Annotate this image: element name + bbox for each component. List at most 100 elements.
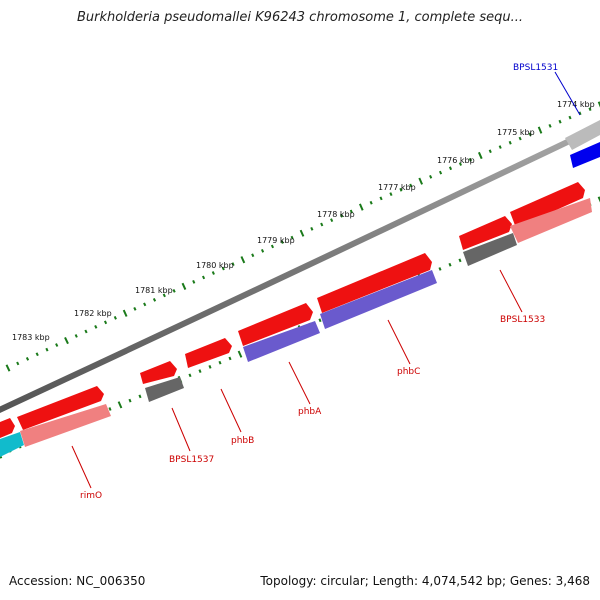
gene-bpsl1532-feature[interactable] [459,216,512,250]
tick-mark [108,407,112,411]
tick-mark [588,107,592,111]
tick-mark [198,369,202,373]
tick-mark [290,235,294,240]
tick-mark [429,174,433,179]
tick-mark [139,408,140,411]
tick-mark [399,187,403,192]
tick-mark [369,200,373,205]
tick-mark [69,438,70,441]
tick-mark [231,262,235,267]
gene-phbc-reverse-feature[interactable] [320,270,437,329]
tick-mark [528,132,532,137]
tick-mark [122,309,128,317]
gene-bpsl1531-reverse-feature[interactable] [570,142,600,168]
reverse-strand-genes [0,142,600,457]
tick-mark [59,441,62,447]
kbp-label: 1781 kbp [135,286,173,295]
tick-mark [169,395,170,398]
gene-phbc-feature[interactable] [317,253,432,313]
tick-mark [537,126,543,134]
tick-mark [358,203,364,211]
tick-mark [330,218,334,223]
tick-mark [138,394,142,399]
gene-phbb-feature[interactable] [185,338,232,368]
tick-mark [19,460,20,463]
tick-mark [597,101,600,108]
tick-mark [498,145,502,149]
tick-mark [320,222,324,227]
gene-bpsl1531-feature[interactable] [565,120,600,150]
gene-bpsl1537-feature[interactable] [140,361,177,384]
tick-mark [152,297,157,302]
genome-summary-text: Topology: circular; Length: 4,074,542 bp… [260,574,590,588]
gene-rimo-feature[interactable] [17,386,104,430]
map-title: Burkholderia pseudomallei K96243 chromos… [76,10,524,25]
tick-mark [240,256,246,264]
tick-mark [64,336,69,345]
tick-mark [379,196,383,201]
gene-bpsl1537-reverse-feature[interactable] [145,377,184,402]
gene-label-phba[interactable]: phbA [298,407,322,417]
tick-mark [103,320,108,325]
leader-phba [288,361,311,405]
gene-label-phbc[interactable]: phbC [397,367,420,377]
kbp-label: 1779 kbp [257,236,295,245]
kbp-label: 1778 kbp [317,210,355,219]
gene-label-bpsl1533[interactable]: BPSL1533 [500,315,545,325]
gene-upstream-reverse-feature[interactable] [0,432,24,457]
tick-mark [113,315,117,320]
gene-label-rimo[interactable]: rimO [80,491,102,501]
gene-phba-feature[interactable] [238,303,313,346]
leader-bpsl1533 [499,269,523,313]
tick-mark [133,306,137,311]
tick-mark [319,329,320,332]
gene-rimo-reverse-feature[interactable] [20,404,111,447]
tick-mark [568,115,572,120]
tick-mark [143,302,147,307]
gene-label-group: BPSL1531 BPSL1533 phbC phbA phbB BPSL153… [80,63,558,501]
tick-mark [9,464,10,467]
tick-mark [270,244,275,249]
tick-mark [448,166,453,171]
tick-mark [280,240,284,244]
kbp-label: 1782 kbp [74,309,112,318]
gene-bpsl1532-reverse-feature[interactable] [463,233,517,266]
tick-mark [39,451,40,454]
tick-mark [35,352,39,357]
tick-mark [578,111,582,116]
tick-mark [438,170,443,175]
leader-bpsl1537 [171,407,191,452]
gene-bpsl1533-feature[interactable] [510,182,585,228]
tick-mark [189,386,190,389]
tick-mark [55,343,59,347]
tick-mark [237,350,243,358]
tick-mark [25,356,30,361]
tick-mark [310,226,314,231]
gene-label-phbb[interactable]: phbB [231,436,254,446]
tick-mark [439,276,440,279]
gene-label-bpsl1531[interactable]: BPSL1531 [513,63,558,73]
tick-mark [149,403,150,406]
tick-mark [192,280,196,284]
tick-mark [260,248,265,253]
tick-mark [16,361,20,366]
tick-mark [129,412,130,415]
tick-mark [459,267,460,270]
tick-mark [79,434,80,437]
tick-mark [89,430,90,433]
tick-mark [172,288,176,293]
gene-upstream-feature[interactable] [0,418,15,438]
gene-phba-reverse-feature[interactable] [243,321,320,362]
tick-mark [229,368,230,371]
kbp-label: 1777 kbp [378,183,416,192]
tick-mark [208,365,212,369]
tick-mark [219,373,220,376]
tick-mark [349,209,353,214]
gene-label-bpsl1537[interactable]: BPSL1537 [169,455,214,465]
gene-bpsl1533-reverse-feature[interactable] [510,198,592,243]
leader-rimo [71,445,92,489]
tick-mark [438,267,442,271]
tick-mark [508,140,512,145]
tick-mark [201,275,206,280]
